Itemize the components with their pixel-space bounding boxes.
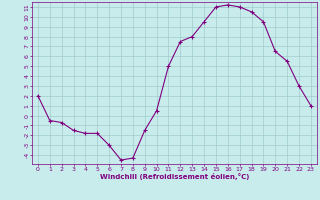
X-axis label: Windchill (Refroidissement éolien,°C): Windchill (Refroidissement éolien,°C) — [100, 173, 249, 180]
